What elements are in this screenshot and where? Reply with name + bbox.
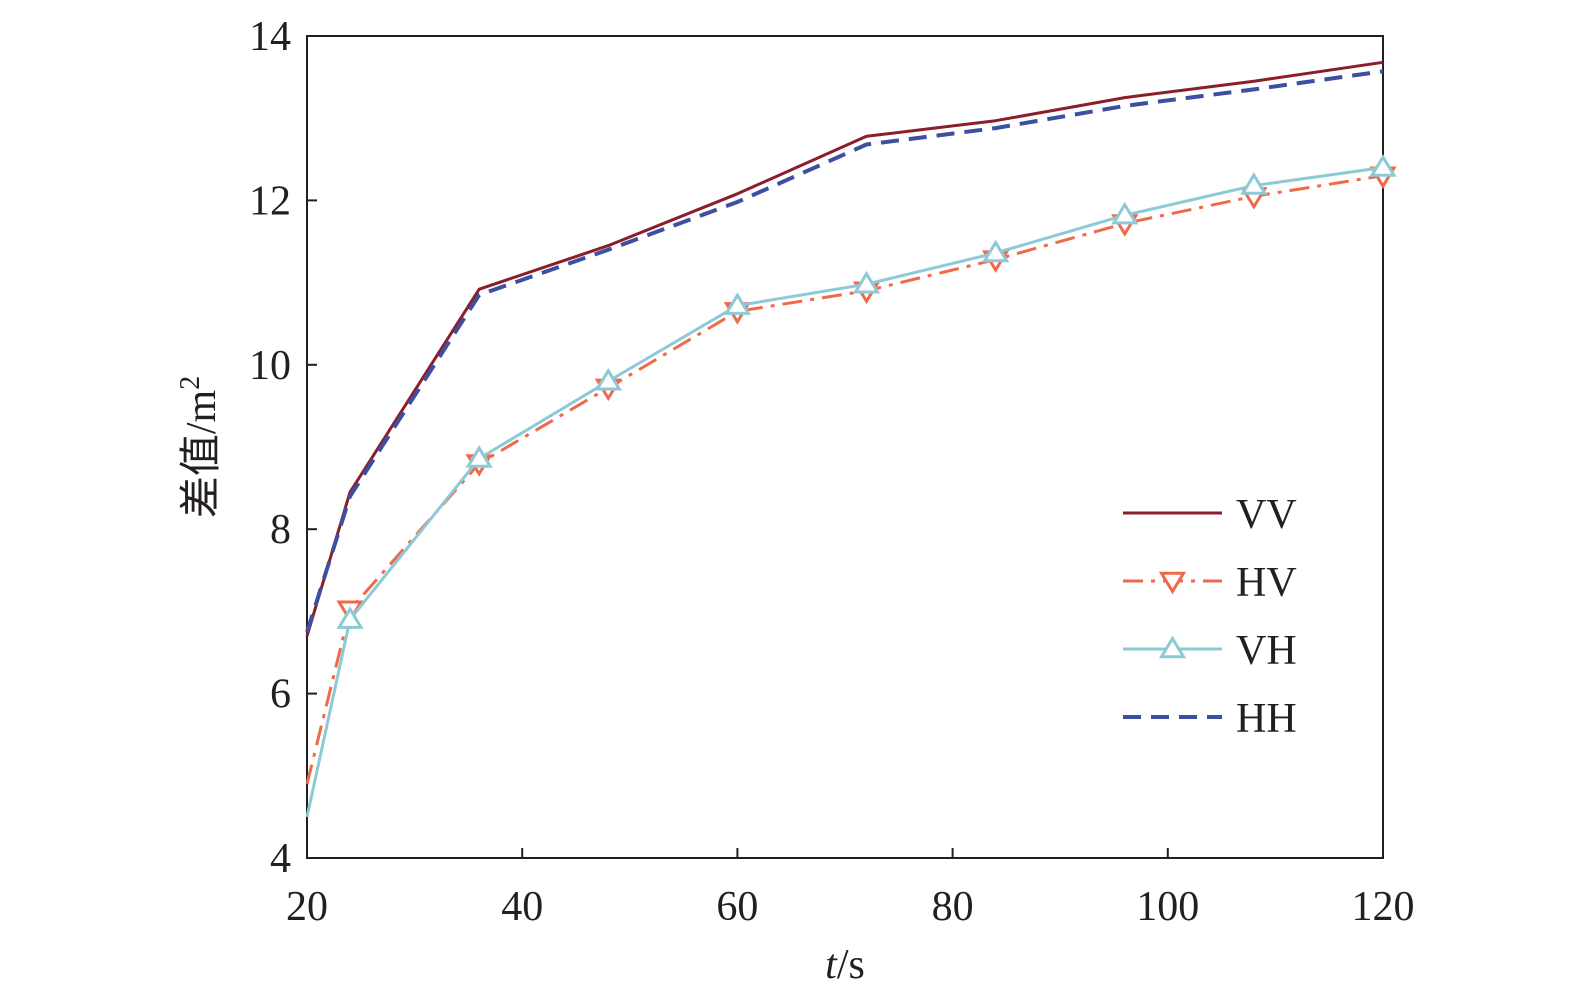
x-axis: 20 40 60 80 100 120 bbox=[286, 848, 1415, 930]
legend: VV HV VH HH bbox=[1123, 492, 1297, 742]
legend-label-hh: HH bbox=[1236, 696, 1297, 742]
x-axis-title-unit: /s bbox=[837, 942, 865, 988]
series-hv bbox=[305, 166, 1397, 785]
y-tick-label: 4 bbox=[270, 836, 291, 882]
series-line-hh bbox=[305, 69, 1384, 633]
y-tick-label: 10 bbox=[249, 343, 291, 389]
y-axis: 4 6 8 10 12 14 bbox=[249, 14, 317, 882]
y-tick-label: 12 bbox=[249, 178, 291, 224]
series-layer bbox=[305, 60, 1397, 818]
data-point-vh bbox=[594, 367, 622, 391]
y-tick-label: 6 bbox=[270, 672, 291, 718]
data-point-vh bbox=[1240, 172, 1268, 195]
data-point-vh bbox=[1369, 154, 1397, 177]
y-tick-label: 8 bbox=[270, 507, 291, 553]
legend-label-hv: HV bbox=[1236, 560, 1297, 606]
data-point-vh bbox=[723, 292, 752, 315]
x-tick-label: 100 bbox=[1136, 884, 1199, 930]
legend-label-vv: VV bbox=[1236, 492, 1297, 538]
data-point-vh bbox=[981, 239, 1010, 263]
data-point-vh bbox=[465, 445, 493, 468]
x-tick-label: 20 bbox=[286, 884, 328, 930]
legend-marker-hv bbox=[1158, 571, 1187, 595]
x-tick-label: 120 bbox=[1352, 884, 1415, 930]
plot-border bbox=[306, 35, 1384, 859]
x-axis-title: t/s bbox=[825, 942, 865, 988]
legend-label-vh: VH bbox=[1236, 628, 1297, 674]
y-tick-label: 14 bbox=[249, 14, 291, 60]
x-tick-label: 80 bbox=[932, 884, 974, 930]
series-vv bbox=[305, 60, 1384, 637]
series-line-hv bbox=[305, 174, 1384, 785]
data-point-vh bbox=[1111, 201, 1139, 225]
series-line-vh bbox=[305, 166, 1384, 818]
y-axis-title: 差值/m2 bbox=[175, 376, 225, 518]
plot-area bbox=[306, 35, 1384, 859]
y-axis-title-text: 差值/m bbox=[179, 390, 225, 519]
series-vh bbox=[305, 154, 1397, 818]
series-hh bbox=[305, 69, 1384, 633]
x-axis-title-variable: t bbox=[825, 942, 838, 988]
data-point-vh bbox=[852, 270, 881, 294]
legend-marker-vh bbox=[1158, 635, 1187, 659]
y-axis-title-superscript: 2 bbox=[175, 376, 206, 390]
series-line-vv bbox=[305, 60, 1384, 637]
x-tick-label: 40 bbox=[501, 884, 543, 930]
x-tick-label: 60 bbox=[716, 884, 758, 930]
data-point-vh bbox=[336, 606, 364, 629]
